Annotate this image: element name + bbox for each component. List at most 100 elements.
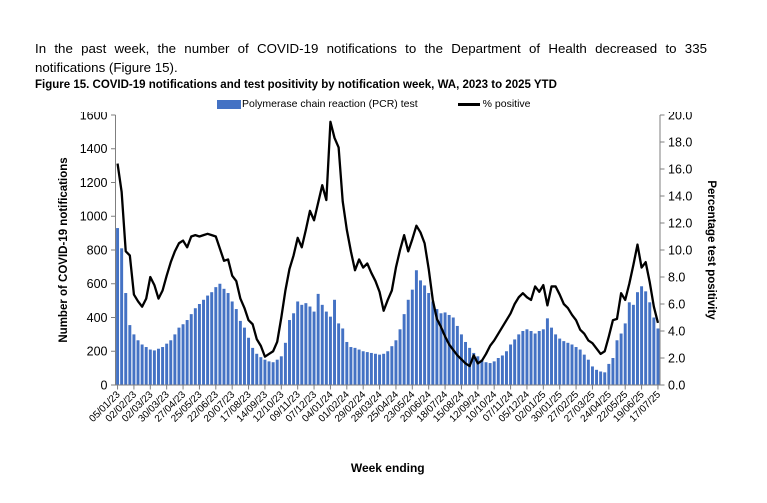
bar bbox=[554, 334, 558, 386]
bar bbox=[234, 309, 238, 385]
left-tick-label: 600 bbox=[87, 277, 108, 291]
bar bbox=[173, 334, 177, 386]
bar bbox=[644, 291, 648, 385]
bar bbox=[529, 331, 533, 385]
bar bbox=[357, 349, 361, 385]
bar bbox=[615, 340, 619, 385]
bar bbox=[132, 334, 136, 386]
bar bbox=[242, 327, 246, 386]
bar bbox=[193, 308, 197, 385]
bar bbox=[545, 318, 549, 385]
bar bbox=[652, 317, 656, 385]
bar bbox=[255, 353, 259, 385]
bar bbox=[177, 327, 181, 386]
bar bbox=[288, 320, 291, 385]
pcr-legend-label: Polymerase chain reaction (PCR) test bbox=[242, 98, 418, 110]
bar bbox=[271, 362, 275, 385]
bar bbox=[611, 358, 615, 385]
chart-legend: Polymerase chain reaction (PCR) test % p… bbox=[217, 98, 531, 110]
bar bbox=[308, 306, 312, 385]
right-tick-label: 18.0 bbox=[668, 135, 692, 149]
bar bbox=[648, 302, 652, 385]
bar bbox=[238, 320, 242, 386]
bar bbox=[537, 331, 541, 385]
bar bbox=[157, 348, 160, 385]
left-axis-ticks: 0 200 400 600 800 1000 1200 1400 1600 bbox=[80, 112, 116, 392]
bar bbox=[210, 292, 214, 385]
right-tick-label: 16.0 bbox=[668, 162, 692, 176]
bar bbox=[476, 356, 480, 385]
bar bbox=[525, 329, 529, 385]
bar bbox=[402, 314, 406, 386]
bar bbox=[574, 347, 578, 385]
bar bbox=[292, 313, 296, 385]
bar bbox=[500, 355, 504, 385]
x-axis-ticks: 05/01/2302/02/2302/03/2330/03/2327/04/23… bbox=[87, 385, 663, 425]
right-tick-label: 2.0 bbox=[668, 351, 685, 365]
bar bbox=[116, 228, 120, 385]
figure-caption: Figure 15. COVID-19 notifications and te… bbox=[35, 79, 557, 91]
bar bbox=[337, 323, 341, 385]
left-tick-label: 800 bbox=[87, 243, 108, 257]
bar bbox=[406, 299, 410, 385]
bar bbox=[492, 361, 496, 386]
bar bbox=[427, 293, 431, 385]
left-tick-label: 400 bbox=[87, 311, 108, 325]
right-tick-label: 6.0 bbox=[668, 297, 685, 311]
bar bbox=[496, 358, 500, 385]
bar bbox=[296, 301, 300, 385]
bar bbox=[623, 323, 627, 385]
pcr-bars-series bbox=[116, 228, 660, 386]
bar bbox=[202, 299, 205, 385]
positive-legend-line-icon bbox=[457, 102, 480, 106]
bar bbox=[484, 362, 488, 385]
bar bbox=[218, 283, 222, 385]
bar bbox=[656, 328, 660, 385]
bar bbox=[214, 287, 218, 386]
left-tick-label: 1400 bbox=[80, 142, 108, 156]
bar bbox=[443, 312, 447, 385]
left-tick-label: 0 bbox=[101, 378, 108, 392]
bar bbox=[144, 347, 148, 385]
bar bbox=[373, 353, 377, 385]
bar bbox=[136, 340, 140, 385]
bar bbox=[333, 299, 336, 385]
bar bbox=[480, 359, 484, 385]
bar bbox=[607, 363, 611, 385]
bar bbox=[165, 343, 169, 385]
bar bbox=[631, 304, 635, 385]
bar bbox=[382, 353, 386, 385]
bar bbox=[562, 341, 566, 386]
right-tick-label: 0.0 bbox=[668, 378, 685, 392]
bar bbox=[419, 280, 422, 386]
bar bbox=[582, 354, 586, 386]
bar bbox=[349, 347, 353, 385]
bar bbox=[324, 311, 328, 385]
bar bbox=[558, 338, 562, 385]
bar bbox=[140, 344, 144, 385]
bar bbox=[320, 304, 324, 385]
bar bbox=[533, 333, 537, 385]
right-tick-label: 4.0 bbox=[668, 324, 685, 338]
bar bbox=[275, 359, 279, 385]
bar bbox=[328, 316, 332, 385]
bar bbox=[390, 346, 394, 385]
right-tick-label: 20.0 bbox=[668, 112, 692, 122]
bar bbox=[517, 334, 521, 386]
right-axis-ticks: 0.0 2.0 4.0 6.0 8.0 10.0 12.0 14.0 16.0 18.0 20.0 bbox=[660, 112, 692, 392]
bar bbox=[206, 295, 210, 385]
bar bbox=[410, 289, 414, 385]
bar bbox=[181, 324, 185, 385]
bar bbox=[312, 311, 316, 385]
left-axis-title: Number of COVID-19 notifications bbox=[58, 157, 70, 342]
bar bbox=[263, 359, 267, 385]
bar bbox=[603, 372, 607, 385]
bar bbox=[230, 301, 234, 385]
bar bbox=[247, 337, 251, 385]
bar bbox=[365, 352, 369, 385]
bar bbox=[394, 340, 398, 385]
left-tick-label: 1200 bbox=[80, 176, 108, 190]
left-tick-label: 1600 bbox=[80, 112, 108, 122]
right-axis-title: Percentage test positivity bbox=[705, 180, 717, 320]
bar bbox=[251, 347, 255, 386]
